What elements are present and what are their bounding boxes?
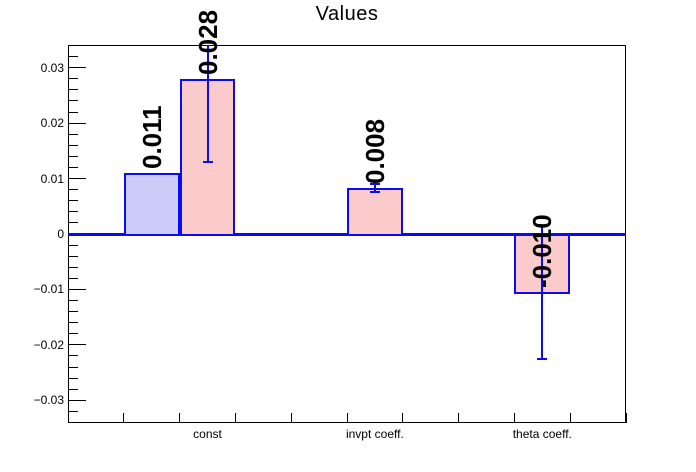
y-tick-label: 0.01 [40, 171, 64, 186]
x-category-label: const [193, 427, 222, 441]
x-category-label: theta coeff. [512, 427, 572, 441]
y-minor-tick [68, 333, 78, 335]
x-tick [290, 413, 292, 423]
error-bar-cap-bottom [202, 160, 213, 163]
y-minor-tick [68, 377, 78, 379]
y-minor-tick [68, 388, 78, 390]
y-tick-label: −0.02 [33, 337, 64, 352]
y-minor-tick [68, 133, 78, 135]
bar-value-label: 0.011 [136, 105, 167, 170]
y-major-tick [68, 288, 86, 290]
y-minor-tick [68, 244, 78, 246]
y-minor-tick [68, 56, 78, 58]
y-minor-tick [68, 100, 78, 102]
error-bar-line [373, 183, 376, 193]
error-bar-cap-top [537, 224, 548, 227]
error-bar-line [541, 225, 544, 359]
x-tick [513, 413, 515, 423]
y-minor-tick [68, 189, 78, 191]
chart-title: Values [315, 3, 379, 25]
y-minor-tick [68, 355, 78, 357]
y-major-tick [68, 67, 86, 69]
y-minor-tick [68, 366, 78, 368]
y-major-tick [68, 122, 86, 124]
y-tick-label: 0.02 [40, 116, 64, 131]
y-tick-label: −0.01 [33, 282, 64, 297]
x-tick [569, 413, 571, 423]
x-tick [402, 413, 404, 423]
histogram-bar [123, 173, 180, 236]
y-minor-tick [68, 78, 78, 80]
bar-value-label: -0.010 [527, 214, 558, 289]
histogram-bar [347, 187, 403, 236]
y-minor-tick [68, 166, 78, 168]
y-minor-tick [68, 111, 78, 113]
y-minor-tick [68, 311, 78, 313]
y-major-tick [68, 178, 86, 180]
y-major-tick [68, 399, 86, 401]
x-tick [67, 413, 69, 423]
bar-value-label: 0.008 [359, 118, 390, 184]
y-minor-tick [68, 322, 78, 324]
y-tick-label: 0 [57, 227, 64, 241]
x-tick [123, 413, 125, 423]
x-tick [458, 413, 460, 423]
x-tick [234, 413, 236, 423]
y-minor-tick [68, 266, 78, 268]
y-minor-tick [68, 255, 78, 257]
error-bar-cap-bottom [537, 357, 548, 360]
x-tick [346, 413, 348, 423]
y-minor-tick [68, 155, 78, 157]
y-tick-label: 0.03 [40, 60, 64, 75]
x-category-label: invpt coeff. [345, 427, 404, 441]
y-minor-tick [68, 144, 78, 146]
x-tick [179, 413, 181, 423]
error-bar-cap-top [369, 182, 380, 185]
x-tick [625, 413, 627, 423]
y-major-tick [68, 344, 86, 346]
error-bar-line [206, 45, 209, 162]
y-tick-label: −0.03 [33, 393, 64, 408]
y-minor-tick [68, 200, 78, 202]
y-minor-tick [68, 277, 78, 279]
y-minor-tick [68, 410, 78, 412]
y-minor-tick [68, 89, 78, 91]
y-minor-tick [68, 300, 78, 301]
bar-value-label: 0.028 [192, 9, 223, 75]
y-minor-tick [68, 222, 78, 224]
y-minor-tick [68, 211, 78, 213]
error-bar-cap-bottom [369, 191, 380, 194]
